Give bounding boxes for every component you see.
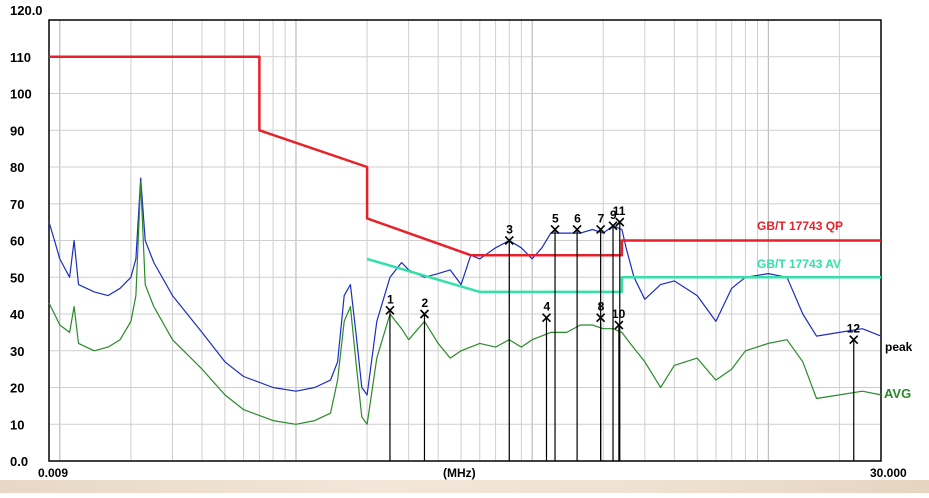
marker-label: 3 (506, 223, 513, 237)
x-axis-unit-label: (MHz) (443, 466, 476, 480)
avg-trace (48, 181, 882, 425)
marker-label: 5 (552, 211, 559, 225)
marker-label: 6 (574, 211, 581, 225)
marker-label: 4 (543, 300, 550, 314)
marker-x (419, 309, 430, 319)
y-tick-label: 20 (10, 381, 24, 396)
marker-label: 1 (387, 292, 394, 306)
y-tick-label: 40 (10, 307, 24, 322)
marker-x (541, 313, 552, 323)
y-tick-label: 90 (10, 123, 24, 138)
marker-x (504, 235, 514, 246)
marker-x (596, 313, 606, 323)
marker-x (615, 217, 625, 227)
qp-limit-line (49, 55, 881, 257)
y-tick-label: 70 (10, 197, 24, 212)
marker-x (614, 320, 624, 330)
qp-limit-label: GB/T 17743 QP (757, 219, 843, 233)
marker-label: 9 (610, 208, 617, 222)
y-tick-label: 10 (10, 417, 24, 432)
x-axis-min-label: 0.009 (38, 466, 68, 480)
y-tick-label: 30 (10, 344, 24, 359)
y-tick-label: 100 (10, 87, 32, 102)
bottom-background-strip (0, 480, 929, 493)
marker-label: 2 (421, 296, 428, 310)
y-tick-label: 80 (10, 160, 24, 175)
marker-x (550, 224, 560, 235)
marker-label: 8 (598, 300, 605, 314)
marker-x (596, 224, 606, 235)
marker-x (385, 305, 395, 315)
y-tick-label: 50 (10, 270, 24, 285)
marker-x (608, 221, 618, 231)
marker-x (849, 335, 859, 345)
av-limit-line (366, 257, 881, 294)
y-axis-top-label: 120.0 (10, 3, 43, 18)
y-tick-label: 0.0 (10, 454, 28, 469)
marker-label: 10 (612, 307, 626, 321)
x-axis-max-label: 30.000 (870, 466, 907, 480)
marker-label: 12 (847, 322, 861, 336)
marker-label: 7 (598, 211, 605, 225)
marker-x (572, 224, 582, 235)
avg-label: AVG (884, 386, 911, 401)
av-limit-label: GB/T 17743 AV (757, 257, 841, 271)
y-tick-label: 110 (10, 50, 31, 65)
marker-label: 11 (613, 204, 626, 218)
y-tick-label: 60 (10, 234, 24, 249)
peak-label: peak (885, 340, 913, 354)
